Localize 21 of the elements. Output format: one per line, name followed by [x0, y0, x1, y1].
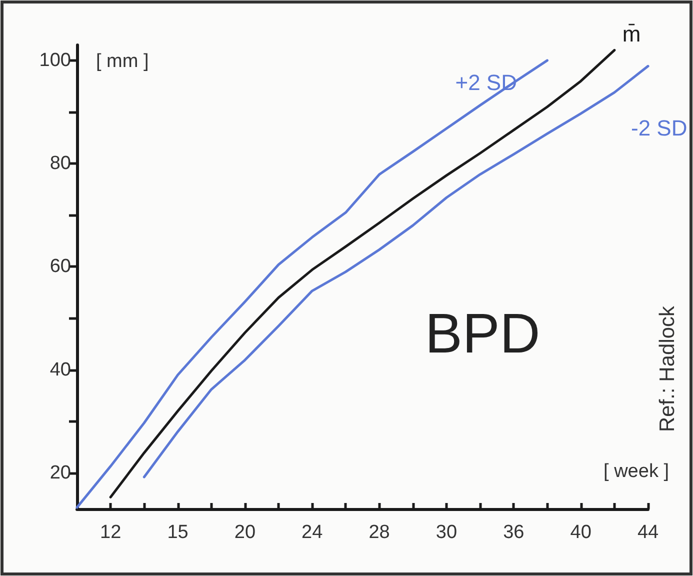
- x-tick-label: 20: [234, 522, 256, 543]
- x-axis-title: [ week ]: [604, 461, 670, 482]
- series-label: -2 SD: [631, 116, 688, 141]
- x-tick-label: 36: [503, 522, 524, 543]
- text: Ref.: Hadlock: [656, 305, 679, 432]
- y-axis-title: [ mm ]: [96, 51, 149, 72]
- x-tick-label: 12: [100, 522, 122, 543]
- series-label: m̄: [622, 22, 641, 47]
- y-tick-label: 100: [39, 50, 71, 71]
- y-tick-label: 80: [50, 153, 71, 174]
- x-tick-label: 24: [302, 522, 324, 543]
- y-tick-label: 20: [50, 462, 71, 484]
- y-tick-label: 60: [50, 256, 71, 278]
- x-tick-label: 28: [368, 522, 390, 543]
- y-tick-label: 40: [50, 359, 71, 380]
- x-tick-label: 44: [637, 522, 659, 543]
- x-tick-label: 30: [436, 522, 458, 543]
- text: BPD: [425, 302, 540, 364]
- line-series: [109, 48, 616, 498]
- x-tick-label: 15: [167, 522, 188, 543]
- x-tick-label: 40: [570, 522, 592, 543]
